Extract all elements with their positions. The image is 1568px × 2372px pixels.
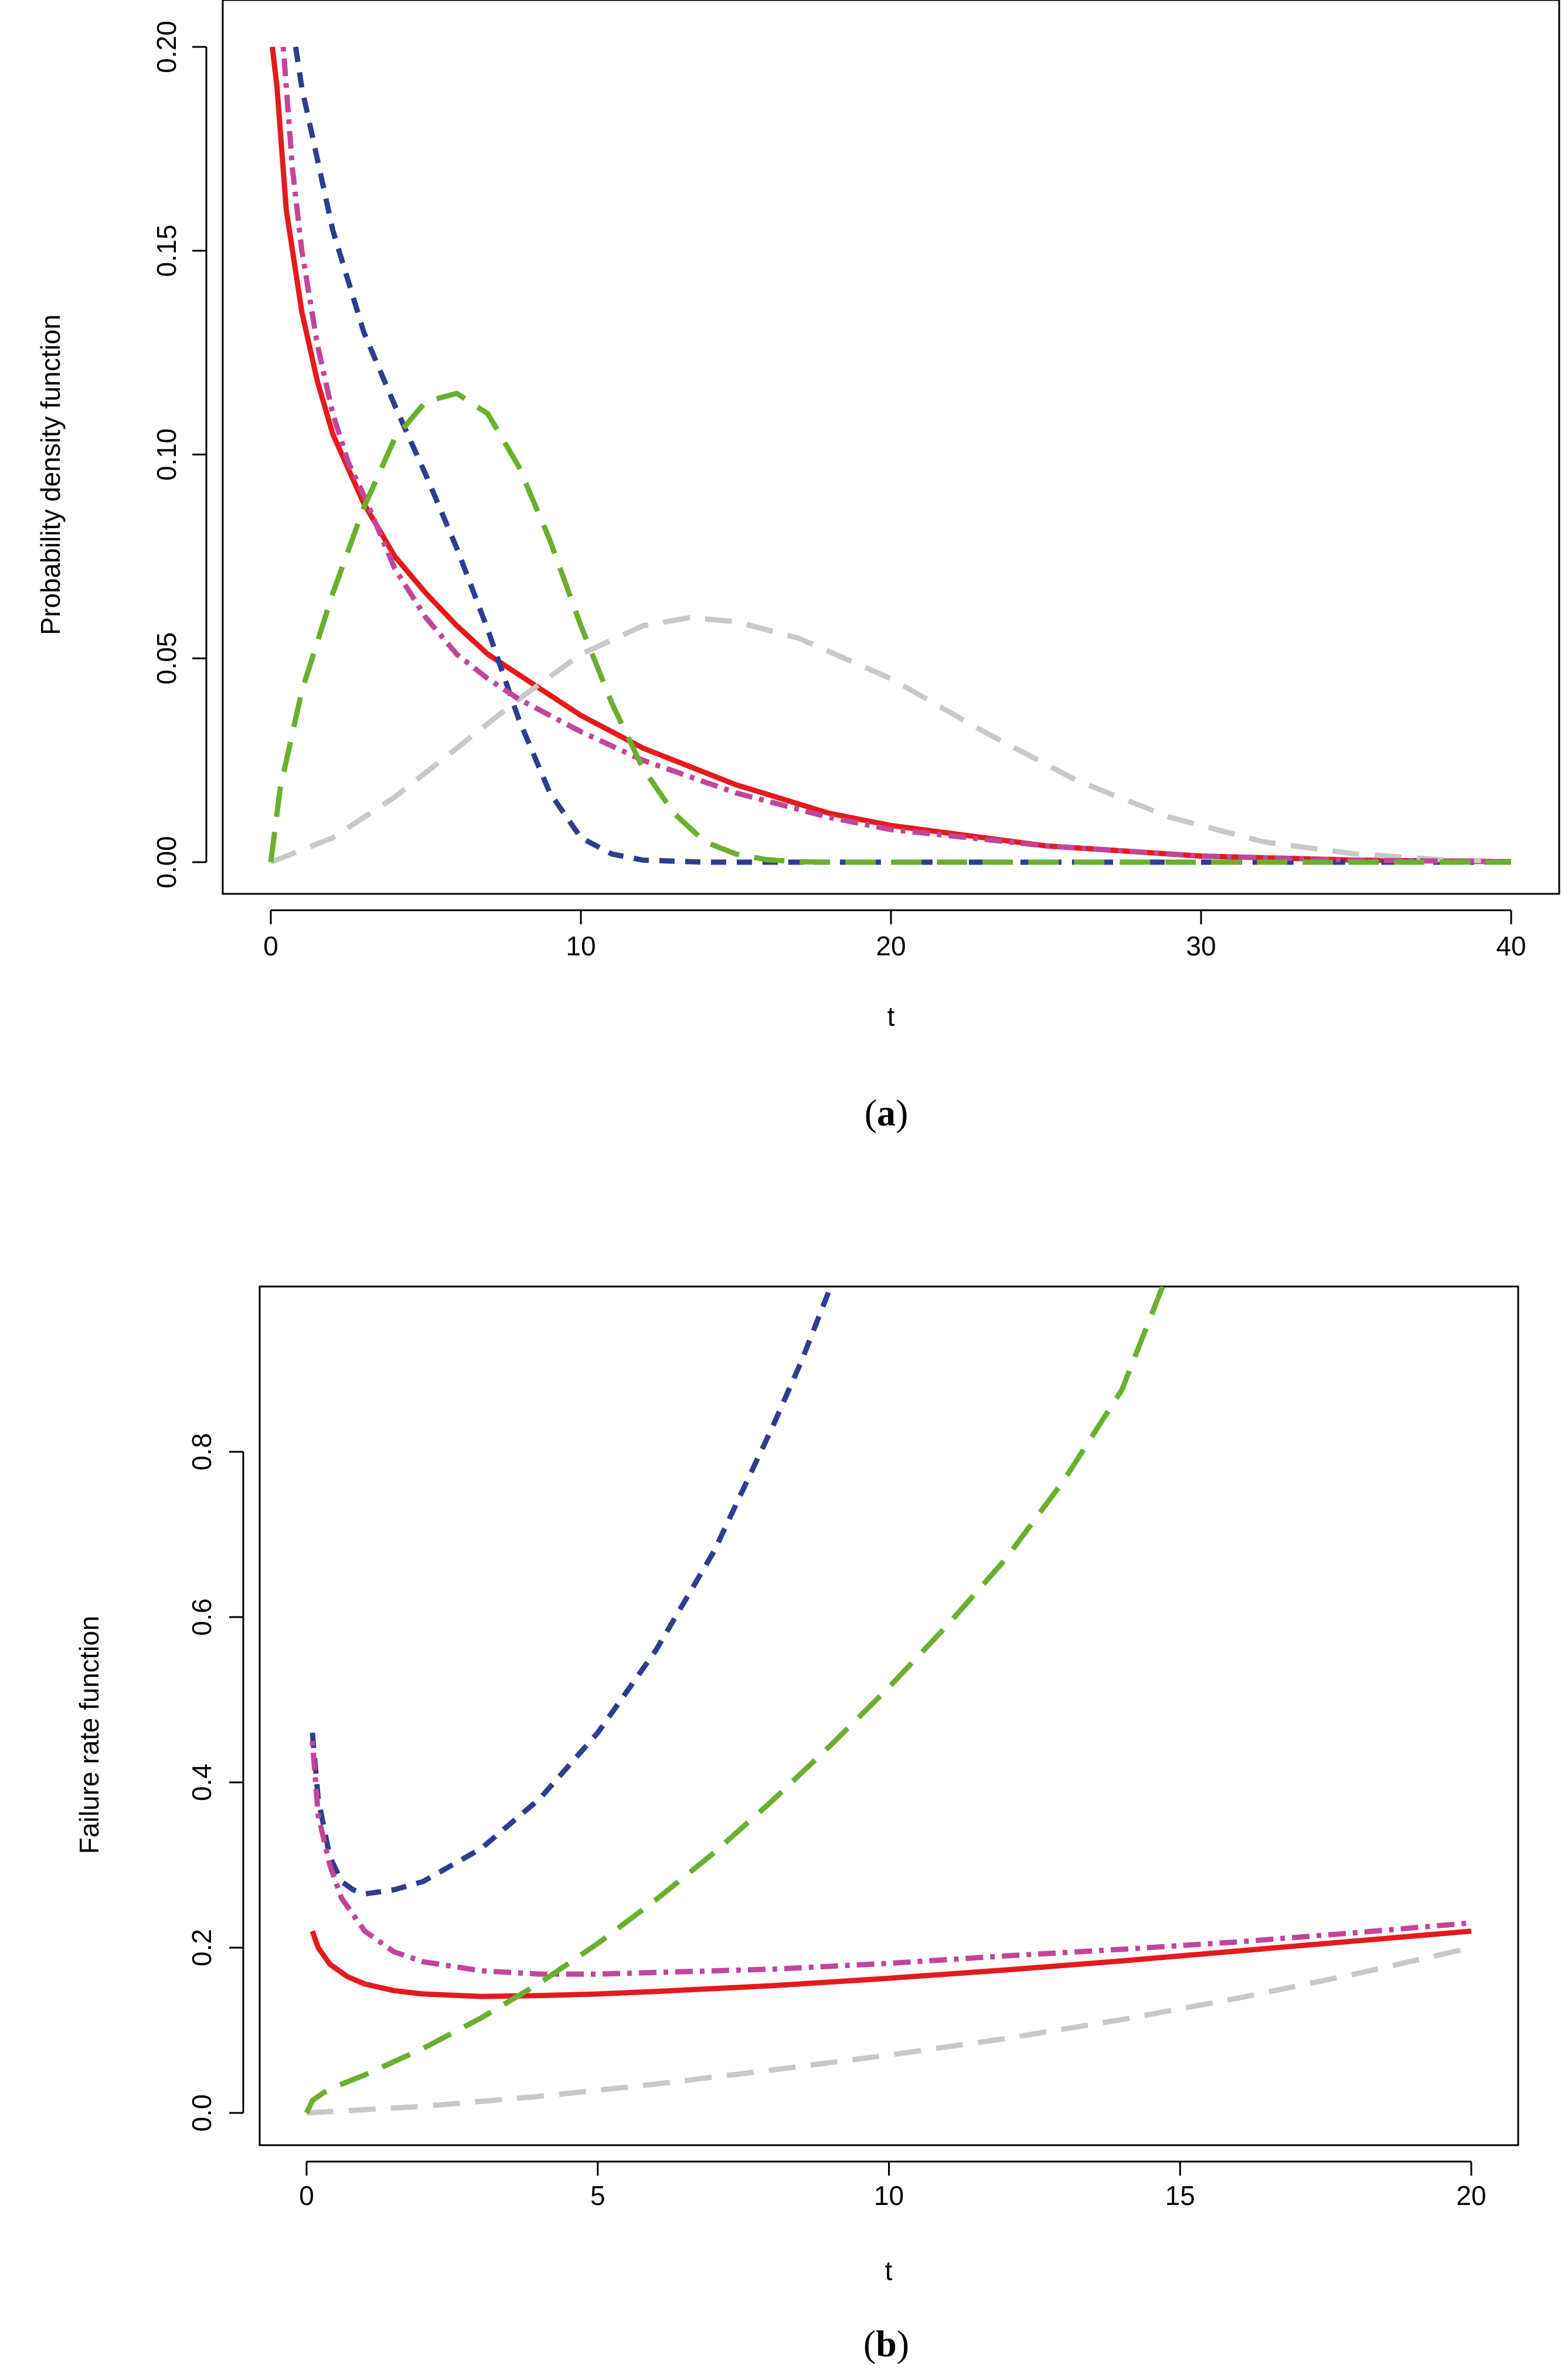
panel-a-x-tick-label: 40 bbox=[1496, 931, 1526, 961]
panel-a-series-line-5 bbox=[268, 390, 1511, 865]
panel-a-pdf-chart: 0 10 20 30 40 0.00 0.05 0.10 0.15 0.20 t Probabil… bbox=[35, 0, 1560, 1134]
panel-a-y-tick-label: 0.00 bbox=[151, 836, 182, 889]
panel-a-series-line-2 bbox=[292, 46, 1511, 865]
panel-a-x-tick-label: 10 bbox=[566, 931, 596, 961]
panel-b-y-tick-label: 0.8 bbox=[186, 1433, 217, 1471]
panel-a-y-tick-label: 0.10 bbox=[151, 428, 182, 481]
panel-a-x-axis-title: t bbox=[887, 1001, 895, 1032]
panel-b-y-tick-label: 0.4 bbox=[186, 1764, 217, 1801]
panel-a-series-line-1 bbox=[270, 46, 1512, 865]
panel-b-series-line-5 bbox=[304, 1287, 1165, 2114]
panel-b-y-tick-label: 0.6 bbox=[186, 1598, 217, 1636]
panel-b-curves bbox=[304, 1287, 1472, 2116]
panel-a-y-tick-label: 0.05 bbox=[151, 632, 182, 685]
panel-b-series-line-2 bbox=[309, 1287, 834, 1897]
panel-b-failure-rate-chart: 0 5 10 15 20 0.0 0.2 0.4 0.6 0.8 t Failure rate f… bbox=[74, 1285, 1519, 2364]
panel-b-plot-frame bbox=[259, 1285, 1519, 2146]
panel-a-plot-frame bbox=[222, 0, 1560, 895]
panel-a-x-tick-label: 30 bbox=[1186, 931, 1216, 961]
panel-b-series-line-3 bbox=[306, 1945, 1472, 2116]
panel-a-y-axis-title: Probability density function bbox=[35, 314, 66, 635]
panel-a-curves bbox=[268, 46, 1512, 865]
panel-a-caption: (a) bbox=[865, 1092, 909, 1134]
panel-b-series-line-4 bbox=[309, 1741, 1472, 1977]
panel-a-series-line-3 bbox=[270, 615, 1512, 865]
panel-b-y-tick-label: 0.0 bbox=[186, 2094, 217, 2132]
panel-b-x-tick-label: 0 bbox=[299, 2180, 314, 2211]
panel-a-y-tick-label: 0.15 bbox=[151, 224, 182, 277]
panel-b-series-line-1 bbox=[309, 1928, 1472, 1999]
panel-b-x-tick-label: 5 bbox=[590, 2180, 606, 2211]
panel-b-x-tick-label: 10 bbox=[874, 2180, 904, 2211]
panel-b-y-axis-title: Failure rate function bbox=[74, 1616, 104, 1854]
panel-b-x-axis-title: t bbox=[885, 2255, 893, 2286]
panel-a-x-tick-label: 20 bbox=[876, 931, 906, 961]
panel-b-axes: 0 5 10 15 20 0.0 0.2 0.4 0.6 0.8 bbox=[186, 1433, 1487, 2211]
panel-a-x-tick-label: 0 bbox=[263, 931, 278, 961]
panel-b-caption: (b) bbox=[863, 2323, 909, 2364]
panel-b-x-tick-label: 20 bbox=[1456, 2180, 1486, 2211]
panel-b-y-tick-label: 0.2 bbox=[186, 1929, 217, 1966]
panel-b-x-tick-label: 15 bbox=[1165, 2180, 1195, 2211]
panel-a-caption-letter: a bbox=[877, 1092, 896, 1134]
panel-a-axes: 0 10 20 30 40 0.00 0.05 0.10 0.15 0.20 bbox=[151, 21, 1526, 961]
panel-b-caption-letter: b bbox=[876, 2323, 897, 2364]
panel-a-series-line-4 bbox=[280, 46, 1512, 865]
panel-a-y-tick-label: 0.20 bbox=[151, 21, 182, 73]
